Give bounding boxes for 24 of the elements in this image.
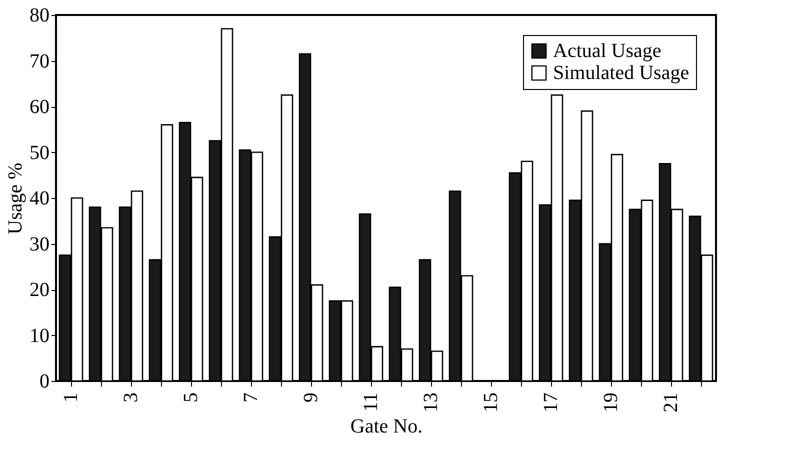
x-tick-label: 9 [300,392,322,402]
x-axis-title: Gate No. [350,416,423,438]
y-tick-label: 60 [30,96,50,118]
y-tick-label: 20 [30,279,50,301]
y-tick-label: 40 [30,188,50,210]
x-tick-label: 1 [60,392,82,402]
y-tick-label: 10 [30,324,50,347]
x-tick-label: 3 [120,392,142,402]
legend-label: Simulated Usage [553,62,690,84]
x-tick-label: 15 [480,392,502,412]
y-tick-label: 0 [40,370,50,392]
y-tick-label: 30 [30,233,50,256]
x-tick-label: 11 [360,392,382,412]
x-tick-label: 13 [420,392,442,412]
x-tick-label: 21 [660,392,682,412]
y-tick-label: 70 [30,50,50,72]
y-tick-label: 80 [30,4,50,26]
x-tick-label: 5 [180,392,202,402]
legend-label: Actual Usage [553,40,662,62]
x-tick-label: 7 [240,392,262,402]
x-tick-label: 19 [600,392,622,412]
y-tick-label: 50 [30,142,50,164]
y-axis-title: Usage % [4,162,26,234]
x-tick-label: 17 [540,392,562,412]
